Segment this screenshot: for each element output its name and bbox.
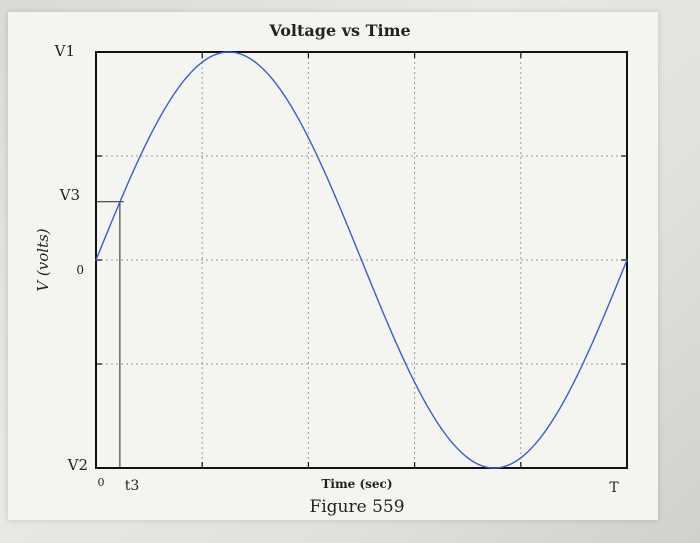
series-point: [360, 259, 363, 261]
y-axis-label: V (volts): [34, 228, 52, 291]
y-tick-label-v1: V1: [54, 42, 75, 60]
series-point: [201, 61, 203, 63]
series-point: [546, 427, 549, 430]
series-point: [174, 90, 177, 93]
series-point: [281, 90, 283, 93]
series-point: [148, 136, 150, 139]
series-point: [413, 381, 416, 384]
x-tick-label-T: T: [609, 480, 619, 496]
chart-title: Voltage vs Time: [268, 21, 410, 40]
series-point: [520, 457, 522, 459]
series-point: [307, 136, 310, 139]
y-tick-label-v3: V3: [59, 186, 80, 204]
figure-caption: Figure 559: [309, 497, 404, 517]
x-tick-label-t3: t3: [125, 478, 140, 494]
paper-background: [8, 12, 658, 520]
series-points: [95, 51, 628, 469]
series-point: [626, 259, 628, 261]
series-point: [334, 194, 336, 197]
y-tick-label-v2: V2: [67, 456, 88, 474]
series-point: [227, 51, 230, 53]
series-point: [573, 381, 575, 384]
series-point: [466, 457, 469, 459]
series-point: [95, 259, 97, 261]
series-point: [121, 194, 124, 197]
series-point: [599, 323, 602, 326]
series-point: [440, 427, 442, 430]
series-point: [387, 323, 389, 326]
series-point: [493, 467, 496, 469]
t3-annotation: [96, 201, 124, 468]
series-point: [254, 61, 257, 63]
y-tick-label-zero: 0: [76, 263, 84, 277]
x-axis-label: Time (sec): [321, 477, 392, 491]
x-tick-label-zero: 0: [98, 476, 105, 489]
